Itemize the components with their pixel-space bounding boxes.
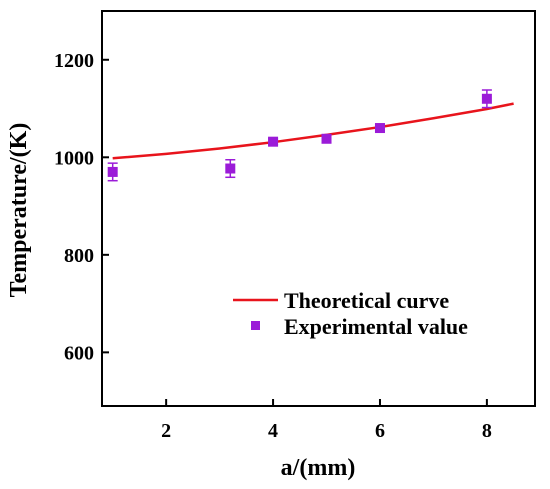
y-tick-label: 600: [64, 342, 94, 364]
x-axis-label: a/(mm): [281, 455, 356, 481]
plot-frame: [101, 10, 536, 407]
plot-area: [107, 89, 514, 182]
axes: 2 4 6 8 600 800 1000 1200: [54, 50, 492, 442]
x-tick-label: 8: [482, 420, 492, 442]
experimental-point: [107, 166, 118, 177]
y-axis-label: Temperature/(K): [6, 123, 32, 298]
y-tick-label: 1200: [54, 50, 94, 72]
legend-marker-swatch: [251, 321, 260, 330]
experimental-point: [225, 163, 236, 174]
experimental-point: [268, 136, 279, 147]
experimental-point: [321, 133, 332, 144]
x-tick-label: 6: [375, 420, 385, 442]
legend: Theoretical curve Experimental value: [233, 288, 468, 339]
x-tick-label: 4: [268, 420, 278, 442]
theoretical-curve-line: [112, 102, 514, 160]
y-tick-label: 1000: [54, 147, 94, 169]
legend-label-experimental-value: Experimental value: [284, 314, 468, 339]
experimental-point: [481, 93, 492, 104]
y-tick-label: 800: [64, 245, 94, 267]
x-tick-label: 2: [161, 420, 171, 442]
experimental-point: [374, 123, 385, 134]
legend-label-theoretical-curve: Theoretical curve: [284, 288, 449, 313]
